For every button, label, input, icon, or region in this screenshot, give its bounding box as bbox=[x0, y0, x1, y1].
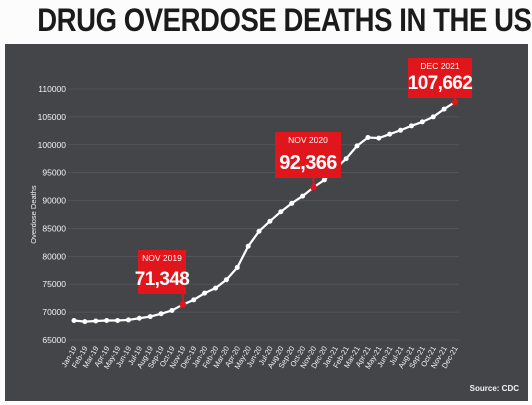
annotation-value: 92,366 bbox=[279, 152, 337, 174]
y-tick-label: 75000 bbox=[42, 279, 66, 289]
y-axis-title: Overdose Deaths bbox=[29, 185, 38, 244]
series-line bbox=[72, 100, 457, 323]
annotation-box bbox=[408, 58, 472, 98]
data-point bbox=[213, 285, 219, 291]
data-point bbox=[125, 317, 131, 323]
data-point bbox=[419, 119, 425, 125]
y-tick-label: 110000 bbox=[38, 84, 66, 94]
data-point bbox=[256, 228, 262, 234]
data-point bbox=[289, 200, 295, 206]
data-point bbox=[136, 315, 142, 321]
data-point bbox=[202, 290, 208, 296]
y-tick-label: 85000 bbox=[42, 223, 66, 233]
data-point bbox=[387, 131, 393, 137]
y-tick-label: 100000 bbox=[38, 140, 67, 150]
annotation-date: DEC 2021 bbox=[420, 61, 459, 71]
data-point bbox=[82, 319, 88, 325]
annotation-callout: NOV 2020 92,366 bbox=[275, 132, 341, 191]
source-label: Source: CDC bbox=[470, 384, 520, 393]
chart-title: DRUG OVERDOSE DEATHS IN THE US bbox=[37, 2, 532, 38]
y-tick-label: 80000 bbox=[42, 251, 66, 261]
annotation-dot bbox=[310, 184, 317, 191]
data-point bbox=[223, 277, 229, 283]
annotation-callout: NOV 2019 71,348 bbox=[135, 250, 190, 308]
data-point bbox=[147, 314, 153, 320]
data-point bbox=[441, 106, 447, 112]
data-point bbox=[191, 297, 197, 303]
data-point bbox=[354, 143, 360, 149]
data-point bbox=[321, 177, 327, 183]
data-point bbox=[158, 311, 164, 317]
data-point bbox=[115, 317, 121, 323]
data-point bbox=[300, 193, 306, 199]
data-point bbox=[93, 318, 99, 324]
data-point bbox=[278, 209, 284, 215]
chart-panel bbox=[5, 44, 528, 401]
annotation-date: NOV 2019 bbox=[142, 253, 182, 263]
data-point bbox=[104, 317, 110, 323]
data-point bbox=[365, 135, 371, 141]
data-point bbox=[234, 264, 240, 270]
y-tick-label: 95000 bbox=[42, 168, 66, 178]
data-point bbox=[267, 218, 273, 224]
annotation-box bbox=[275, 132, 341, 178]
annotation-dot bbox=[179, 301, 187, 308]
data-point bbox=[376, 135, 382, 141]
annotation-callout: DEC 2021 107,662 bbox=[408, 58, 473, 106]
data-point bbox=[430, 114, 436, 120]
data-point bbox=[245, 243, 251, 249]
data-point bbox=[343, 156, 349, 162]
annotation-date: NOV 2020 bbox=[288, 135, 328, 145]
y-tick-label: 105000 bbox=[38, 112, 67, 122]
data-point bbox=[408, 123, 414, 129]
annotation-value: 107,662 bbox=[408, 73, 473, 94]
y-tick-label: 70000 bbox=[42, 307, 66, 317]
data-point bbox=[71, 317, 77, 323]
y-tick-label: 65000 bbox=[42, 335, 66, 345]
annotation-dot bbox=[451, 98, 459, 106]
data-point bbox=[398, 127, 404, 133]
annotation-box bbox=[138, 250, 186, 294]
annotation-value: 71,348 bbox=[135, 269, 190, 290]
data-point bbox=[169, 307, 175, 313]
y-tick-label: 90000 bbox=[42, 196, 66, 206]
